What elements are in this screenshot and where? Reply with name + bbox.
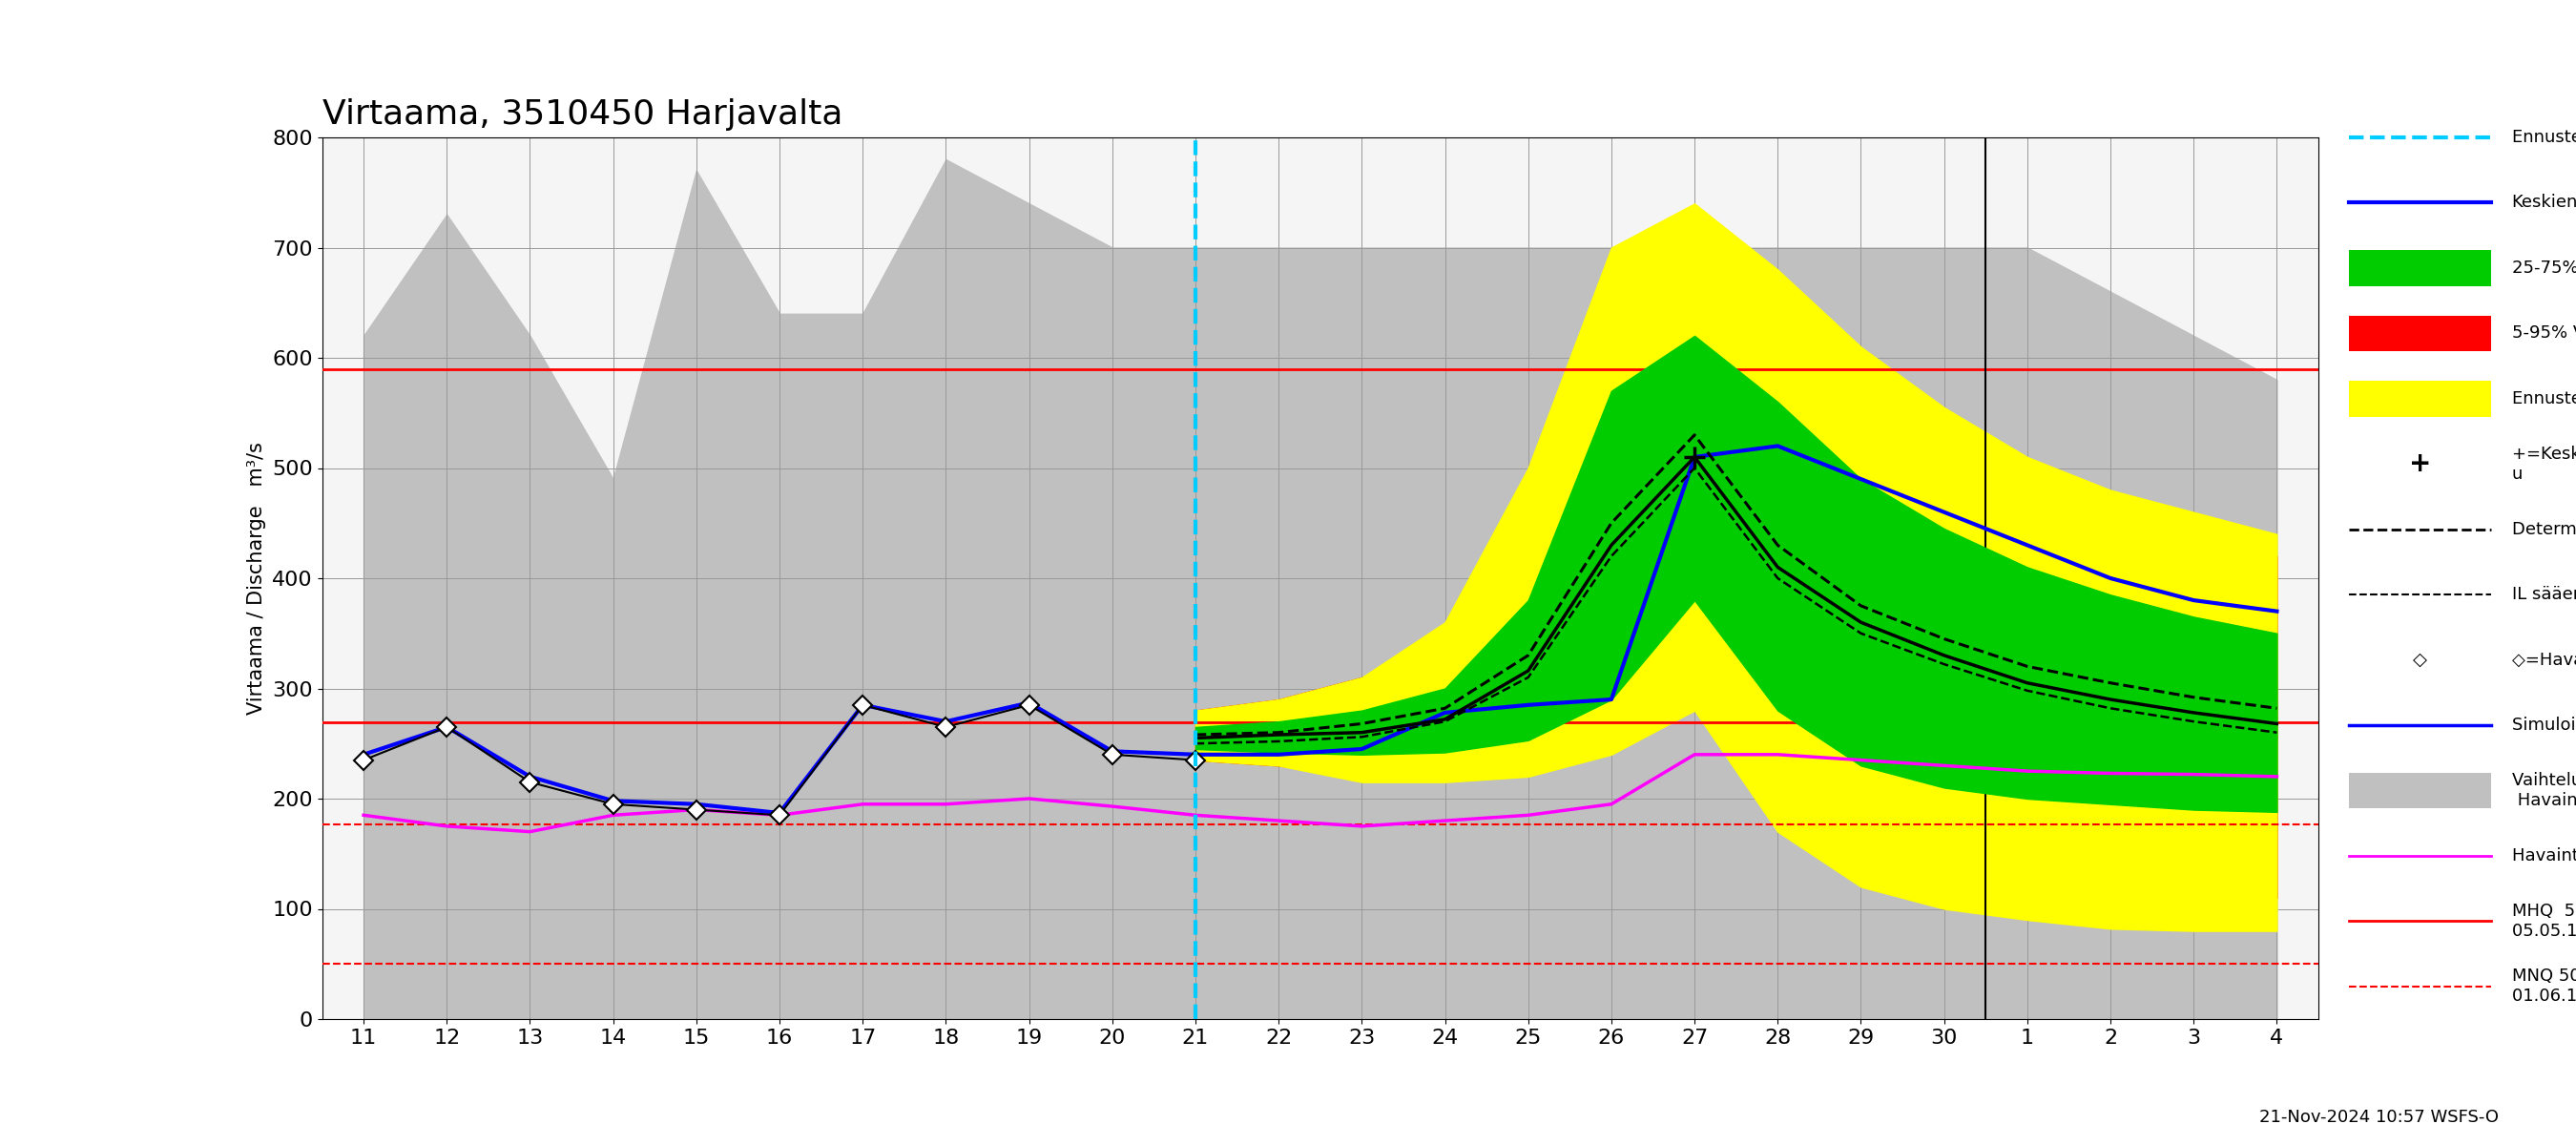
Y-axis label: Virtaama / Discharge   m³/s: Virtaama / Discharge m³/s — [247, 442, 268, 714]
Text: Havaintojen mediaani: Havaintojen mediaani — [2512, 847, 2576, 864]
Bar — [2349, 315, 2491, 352]
Text: 5-95% Vaihteluväli: 5-95% Vaihteluväli — [2512, 325, 2576, 342]
Text: Vaihteluväli 1931-2023
 Havaintoasema 3510450: Vaihteluväli 1931-2023 Havaintoasema 351… — [2512, 772, 2576, 810]
Bar — [2349, 380, 2491, 417]
Text: IL sääennust.perustuva: IL sääennust.perustuva — [2512, 586, 2576, 603]
Text: ◇=Havaittu 3510450: ◇=Havaittu 3510450 — [2512, 652, 2576, 669]
Text: Deterministinen ennuste: Deterministinen ennuste — [2512, 521, 2576, 538]
Text: +: + — [2409, 451, 2432, 477]
Text: MHQ  590 m³/s NHQ  269
05.05.1966 HQ  918: MHQ 590 m³/s NHQ 269 05.05.1966 HQ 918 — [2512, 902, 2576, 940]
Text: Ennusteen vaihteluväli: Ennusteen vaihteluväli — [2512, 390, 2576, 408]
Bar — [2349, 250, 2491, 286]
Text: Ennusteen alku: Ennusteen alku — [2512, 128, 2576, 145]
Text: MNQ 50.4 m³/s HNQ  177
01.06.1975 NQ  2.0: MNQ 50.4 m³/s HNQ 177 01.06.1975 NQ 2.0 — [2512, 968, 2576, 1005]
Text: Simuloitu historia: Simuloitu historia — [2512, 717, 2576, 734]
Text: 21-Nov-2024 10:57 WSFS-O: 21-Nov-2024 10:57 WSFS-O — [2259, 1108, 2499, 1126]
Text: +=Keskimääräinen huippu
u: +=Keskimääräinen huippu u — [2512, 445, 2576, 482]
Text: 25-75% Vaihteluväli: 25-75% Vaihteluväli — [2512, 260, 2576, 277]
Text: Virtaama, 3510450 Harjavalta: Virtaama, 3510450 Harjavalta — [322, 98, 842, 131]
Text: ◇: ◇ — [2414, 650, 2427, 669]
Text: Keskiennuste: Keskiennuste — [2512, 195, 2576, 212]
Bar — [2349, 773, 2491, 808]
